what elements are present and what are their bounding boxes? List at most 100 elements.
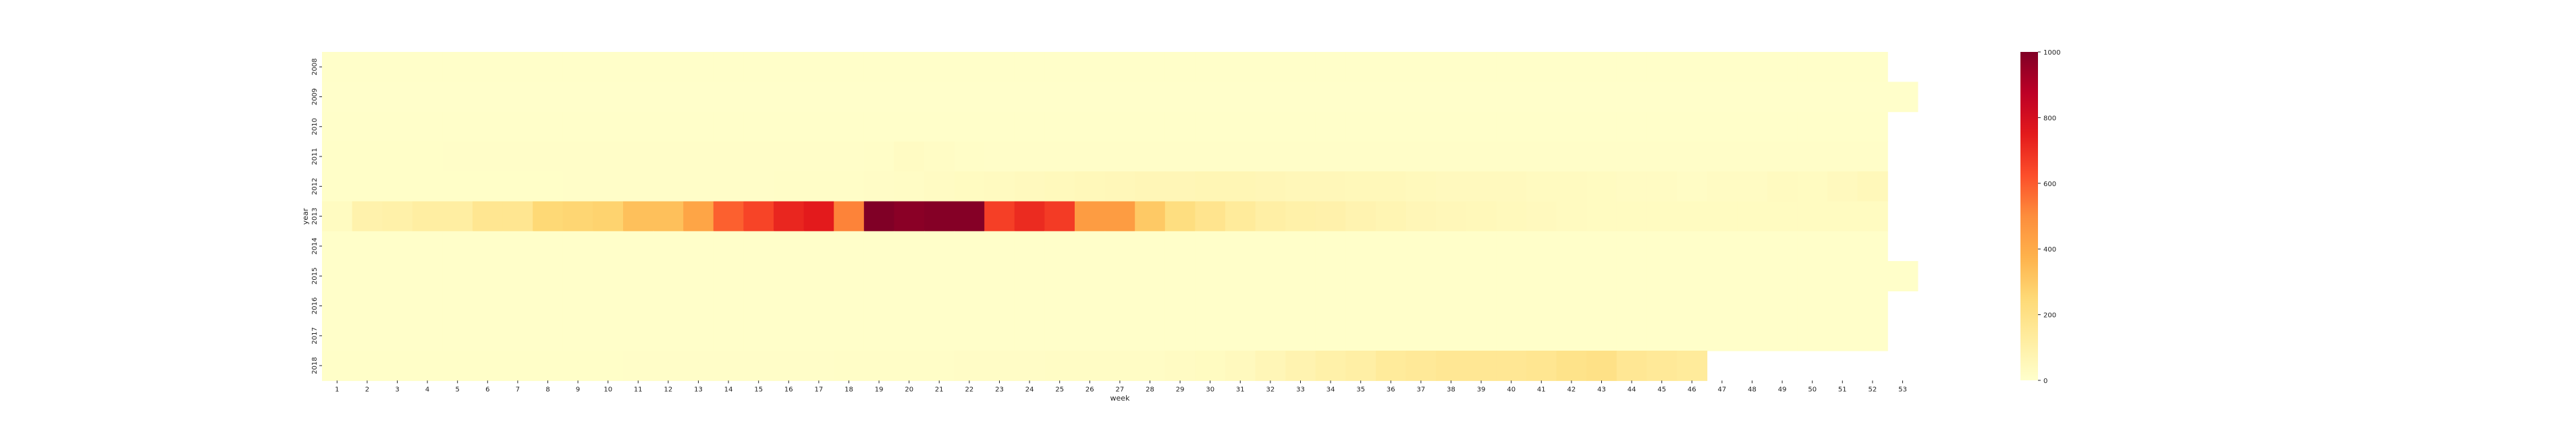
heatmap-cell-2017-w9 xyxy=(562,320,593,351)
heatmap-cell-2018-w5 xyxy=(442,351,473,381)
heatmap-cell-2012-w35 xyxy=(1345,171,1376,202)
heatmap-cell-2015-w38 xyxy=(1436,261,1467,291)
heatmap-cell-2015-w26 xyxy=(1075,261,1106,291)
heatmap-cell-2008-w48 xyxy=(1737,52,1768,82)
heatmap-cell-2018-w17 xyxy=(803,351,834,381)
heatmap-cell-2018-w12 xyxy=(653,351,684,381)
heatmap-cell-2012-w36 xyxy=(1376,171,1407,202)
heatmap-cell-2014-w21 xyxy=(924,231,955,262)
heatmap-cell-2008-w46 xyxy=(1677,52,1708,82)
x-tick-label: 25 xyxy=(1055,386,1064,393)
heatmap-cell-2015-w5 xyxy=(442,261,473,291)
heatmap-cell-2015-w46 xyxy=(1677,261,1708,291)
heatmap-cell-2018-w3 xyxy=(382,351,413,381)
heatmap-cell-2013-w4 xyxy=(412,201,443,232)
heatmap-cell-2009-w44 xyxy=(1616,82,1647,113)
heatmap-cell-2011-w3 xyxy=(382,141,413,172)
heatmap-cell-2011-w17 xyxy=(803,141,834,172)
heatmap-cell-2016-w12 xyxy=(653,291,684,322)
heatmap-cell-2017-w33 xyxy=(1285,320,1316,351)
heatmap-cell-2012-w40 xyxy=(1496,171,1527,202)
heatmap-cell-2017-w20 xyxy=(894,320,925,351)
heatmap-cell-2009-w53 xyxy=(1887,82,1918,113)
heatmap-cell-2017-w30 xyxy=(1195,320,1226,351)
heatmap-cell-2008-w6 xyxy=(473,52,504,82)
heatmap-cell-2009-w31 xyxy=(1225,82,1256,113)
x-tick-label: 19 xyxy=(875,386,884,393)
heatmap-cell-2009-w15 xyxy=(743,82,774,113)
x-tick-label: 23 xyxy=(995,386,1004,393)
heatmap-cell-2016-w40 xyxy=(1496,291,1527,322)
heatmap-cell-2016-w27 xyxy=(1104,291,1135,322)
heatmap-cell-2016-w6 xyxy=(473,291,504,322)
y-axis-label: year xyxy=(301,208,310,225)
heatmap-cell-2016-w21 xyxy=(924,291,955,322)
heatmap-cell-2016-w13 xyxy=(683,291,714,322)
x-tick-label: 40 xyxy=(1507,386,1515,393)
heatmap-cell-2013-w38 xyxy=(1436,201,1467,232)
heatmap-cell-2014-w23 xyxy=(984,231,1015,262)
heatmap-cell-2017-w24 xyxy=(1014,320,1045,351)
heatmap-cell-2013-w15 xyxy=(743,201,774,232)
heatmap-cell-2009-w41 xyxy=(1526,82,1557,113)
heatmap-cell-2013-w9 xyxy=(562,201,593,232)
heatmap-cell-2015-w19 xyxy=(863,261,894,291)
heatmap-cell-2012-w30 xyxy=(1195,171,1226,202)
heatmap-cell-2011-w26 xyxy=(1075,141,1106,172)
heatmap-cell-2011-w34 xyxy=(1315,141,1346,172)
heatmap-cell-2015-w44 xyxy=(1616,261,1647,291)
heatmap-cell-2010-w19 xyxy=(863,111,894,142)
heatmap-cell-2018-w16 xyxy=(774,351,805,381)
heatmap-cell-2014-w40 xyxy=(1496,231,1527,262)
heatmap-cell-2008-w18 xyxy=(834,52,865,82)
heatmap-cell-2018-w21 xyxy=(924,351,955,381)
heatmap-cell-2017-w15 xyxy=(743,320,774,351)
heatmap-cell-2016-w48 xyxy=(1737,291,1768,322)
heatmap-cell-2018-w44 xyxy=(1616,351,1647,381)
heatmap-cell-2015-w21 xyxy=(924,261,955,291)
heatmap-cell-2009-w9 xyxy=(562,82,593,113)
heatmap-cell-2013-w25 xyxy=(1044,201,1075,232)
heatmap-cell-2015-w14 xyxy=(713,261,744,291)
heatmap-cell-2015-w17 xyxy=(803,261,834,291)
heatmap-cell-2010-w17 xyxy=(803,111,834,142)
heatmap-cell-2013-w44 xyxy=(1616,201,1647,232)
heatmap-cell-2012-w2 xyxy=(352,171,383,202)
heatmap-cell-2010-w26 xyxy=(1075,111,1106,142)
heatmap-cell-2012-w1 xyxy=(322,171,353,202)
heatmap-cell-2011-w15 xyxy=(743,141,774,172)
heatmap-cell-2009-w16 xyxy=(774,82,805,113)
heatmap-cell-2016-w42 xyxy=(1556,291,1587,322)
heatmap-cell-2015-w16 xyxy=(774,261,805,291)
heatmap-cell-2012-w22 xyxy=(954,171,985,202)
heatmap-cell-2015-w35 xyxy=(1345,261,1376,291)
heatmap-cell-2013-w32 xyxy=(1255,201,1286,232)
heatmap-cell-2017-w13 xyxy=(683,320,714,351)
heatmap-cell-2008-w24 xyxy=(1014,52,1045,82)
heatmap-cell-2013-w8 xyxy=(533,201,564,232)
x-tick-label: 14 xyxy=(724,386,733,393)
heatmap-cell-2009-w42 xyxy=(1556,82,1587,113)
heatmap-cell-2016-w31 xyxy=(1225,291,1256,322)
heatmap-cell-2013-w7 xyxy=(502,201,533,232)
heatmap-cell-2009-w23 xyxy=(984,82,1015,113)
heatmap-cell-2018-w24 xyxy=(1014,351,1045,381)
heatmap-cell-2009-w19 xyxy=(863,82,894,113)
heatmap-cell-2015-w30 xyxy=(1195,261,1226,291)
heatmap-cell-2008-w39 xyxy=(1466,52,1497,82)
heatmap-cell-2010-w35 xyxy=(1345,111,1376,142)
x-tick-label: 8 xyxy=(545,386,549,393)
heatmap-cell-2010-w49 xyxy=(1767,111,1798,142)
heatmap-cell-2015-w37 xyxy=(1405,261,1437,291)
heatmap-cell-2011-w38 xyxy=(1436,141,1467,172)
heatmap-cell-2011-w24 xyxy=(1014,141,1045,172)
heatmap-cell-2016-w11 xyxy=(623,291,654,322)
heatmap-cell-2013-w27 xyxy=(1104,201,1135,232)
heatmap-cell-2011-w14 xyxy=(713,141,744,172)
y-axis-ticks: 2008 2009 2010 2011 2012 2013 2014 2015 2016 2017… xyxy=(311,58,322,374)
heatmap-cell-2011-w31 xyxy=(1225,141,1256,172)
heatmap-cell-2010-w33 xyxy=(1285,111,1316,142)
heatmap-cell-2009-w35 xyxy=(1345,82,1376,113)
y-tick-label: 2012 xyxy=(311,178,319,195)
heatmap-cell-2016-w20 xyxy=(894,291,925,322)
